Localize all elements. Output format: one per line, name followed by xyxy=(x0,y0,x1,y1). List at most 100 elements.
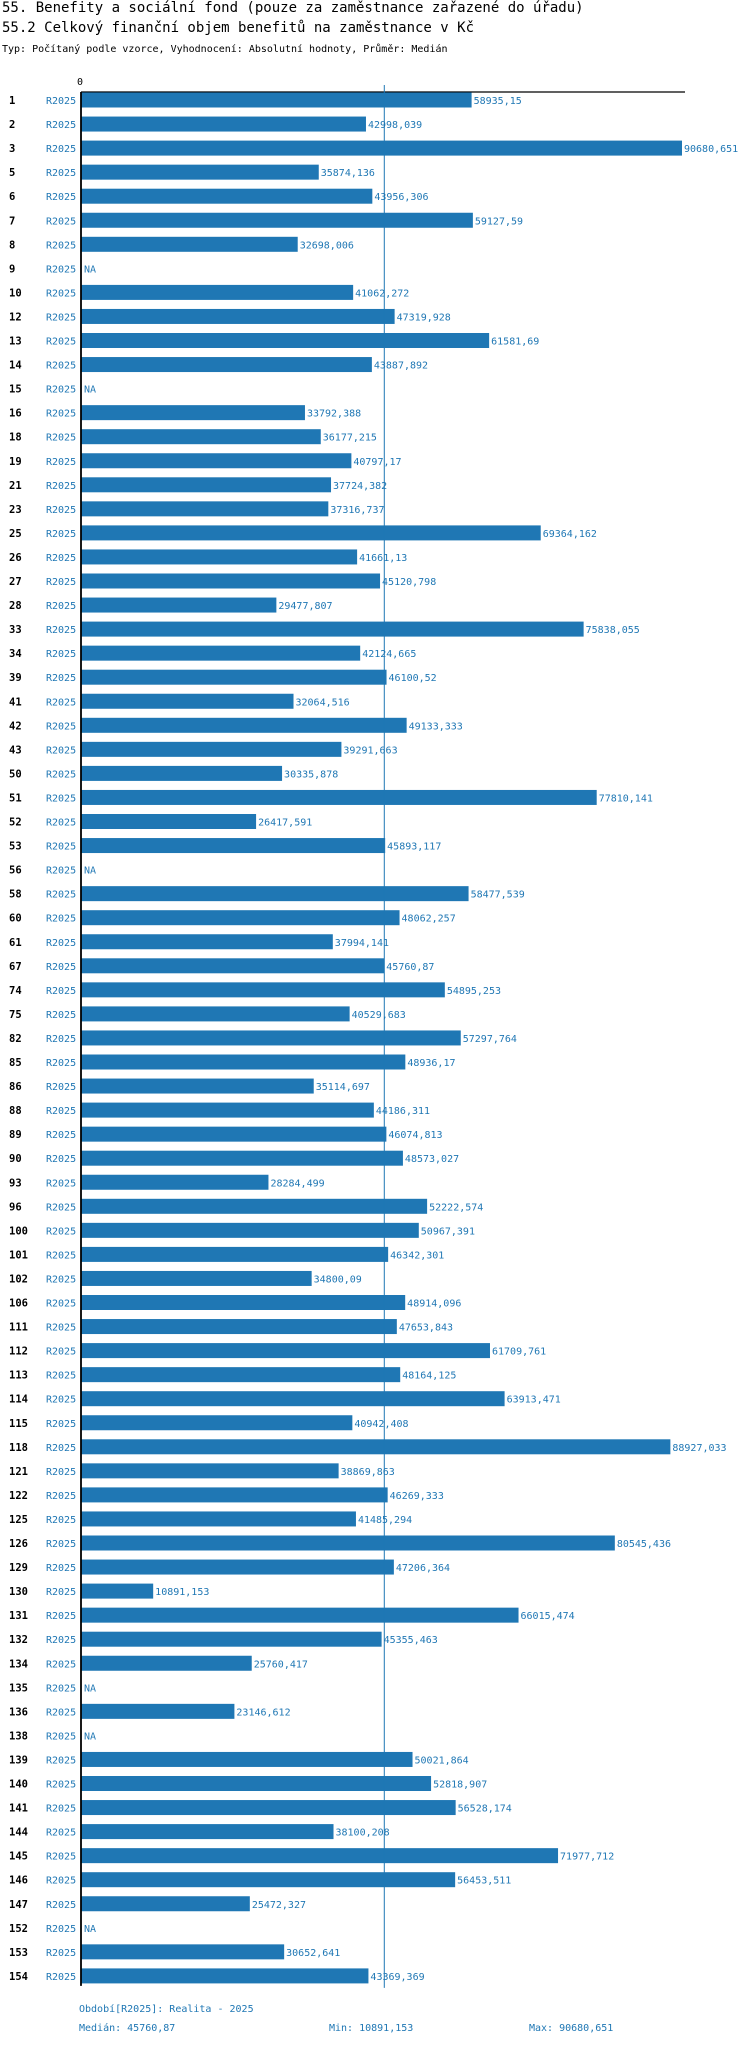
data-bar xyxy=(81,1439,671,1455)
category-label: 61 xyxy=(9,937,22,949)
data-label: 46074,813 xyxy=(388,1130,442,1141)
data-label: 71977,712 xyxy=(560,1852,614,1863)
data-label: 42998,039 xyxy=(368,120,422,131)
category-label: 115 xyxy=(9,1418,28,1430)
data-label: 38100,208 xyxy=(336,1828,390,1839)
data-label: 90680,651 xyxy=(684,144,738,155)
data-label: 66015,474 xyxy=(521,1611,575,1622)
data-bar xyxy=(81,1054,406,1070)
data-bar xyxy=(81,741,342,757)
data-label: 45760,87 xyxy=(386,962,434,973)
series-label: R2025 xyxy=(46,1852,76,1863)
series-label: R2025 xyxy=(46,986,76,997)
data-bar xyxy=(81,140,682,156)
series-label: R2025 xyxy=(46,1611,76,1622)
data-label: 63913,471 xyxy=(507,1395,561,1406)
series-label: R2025 xyxy=(46,1467,76,1478)
data-bar xyxy=(81,549,358,565)
series-label: R2025 xyxy=(46,1587,76,1598)
series-label: R2025 xyxy=(46,625,76,636)
data-bar xyxy=(81,1367,401,1383)
series-label: R2025 xyxy=(46,1226,76,1237)
series-label: R2025 xyxy=(46,1924,76,1935)
data-bar xyxy=(81,1319,397,1335)
data-bar xyxy=(81,1102,374,1118)
data-label: 75838,055 xyxy=(586,625,640,636)
series-label: R2025 xyxy=(46,1371,76,1382)
data-label: 38869,863 xyxy=(341,1467,395,1478)
series-label: R2025 xyxy=(46,1659,76,1670)
category-label: 7 xyxy=(9,215,15,227)
chart-title: 55. Benefity a sociální fond (pouze za z… xyxy=(2,0,584,16)
series-label: R2025 xyxy=(46,1515,76,1526)
data-label: 88927,033 xyxy=(672,1443,726,1454)
category-label: 100 xyxy=(9,1225,28,1237)
data-label: 42124,665 xyxy=(362,649,416,660)
data-bar xyxy=(81,1006,350,1022)
series-label: R2025 xyxy=(46,1395,76,1406)
category-label: 90 xyxy=(9,1153,22,1165)
series-label: R2025 xyxy=(46,793,76,804)
data-bar xyxy=(81,236,298,252)
category-label: 3 xyxy=(9,143,15,155)
data-bar xyxy=(81,525,541,541)
series-label: R2025 xyxy=(46,433,76,444)
data-bar xyxy=(81,717,407,733)
data-bar xyxy=(81,92,472,108)
data-bar xyxy=(81,573,381,589)
series-label: R2025 xyxy=(46,1010,76,1021)
data-bar xyxy=(81,477,332,493)
data-bar xyxy=(81,357,372,373)
data-label: 46342,301 xyxy=(390,1250,444,1261)
data-bar xyxy=(81,1078,314,1094)
category-label: 144 xyxy=(9,1827,28,1839)
data-bar xyxy=(81,405,305,421)
series-label: R2025 xyxy=(46,1347,76,1358)
series-label: R2025 xyxy=(46,1323,76,1334)
data-bar xyxy=(81,188,373,204)
category-label: 43 xyxy=(9,744,22,756)
data-label: 56453,511 xyxy=(457,1876,511,1887)
category-label: 140 xyxy=(9,1779,28,1791)
data-bar xyxy=(81,164,319,180)
data-label: 30335,878 xyxy=(284,769,338,780)
data-label: 48936,17 xyxy=(407,1058,455,1069)
series-label: R2025 xyxy=(46,1491,76,1502)
data-bar xyxy=(81,982,445,998)
category-label: 12 xyxy=(9,311,22,323)
na-label: NA xyxy=(84,1924,96,1935)
data-bar xyxy=(81,934,333,950)
category-label: 111 xyxy=(9,1322,28,1334)
category-label: 139 xyxy=(9,1754,28,1766)
series-label: R2025 xyxy=(46,1683,76,1694)
data-bar xyxy=(81,212,473,228)
category-label: 145 xyxy=(9,1851,28,1863)
category-label: 106 xyxy=(9,1298,28,1310)
series-label: R2025 xyxy=(46,1082,76,1093)
data-label: 77810,141 xyxy=(599,793,653,804)
data-label: 41062,272 xyxy=(355,288,409,299)
data-label: 30652,641 xyxy=(286,1948,340,1959)
series-label: R2025 xyxy=(46,1804,76,1815)
na-label: NA xyxy=(84,866,96,877)
data-label: 41485,294 xyxy=(358,1515,412,1526)
series-label: R2025 xyxy=(46,1948,76,1959)
series-label: R2025 xyxy=(46,1154,76,1165)
category-label: 93 xyxy=(9,1177,22,1189)
category-label: 96 xyxy=(9,1201,22,1213)
data-label: 57297,764 xyxy=(463,1034,517,1045)
category-label: 23 xyxy=(9,504,22,516)
data-bar xyxy=(81,1270,312,1286)
data-label: 69364,162 xyxy=(543,529,597,540)
series-label: R2025 xyxy=(46,361,76,372)
series-label: R2025 xyxy=(46,1876,76,1887)
data-label: 45893,117 xyxy=(387,842,441,853)
series-label: R2025 xyxy=(46,1058,76,1069)
data-label: 48062,257 xyxy=(402,914,456,925)
series-label: R2025 xyxy=(46,312,76,323)
data-label: 44186,311 xyxy=(376,1106,430,1117)
data-bar xyxy=(81,1776,432,1791)
data-bar xyxy=(81,669,387,685)
category-label: 33 xyxy=(9,624,22,636)
category-label: 74 xyxy=(9,985,22,997)
